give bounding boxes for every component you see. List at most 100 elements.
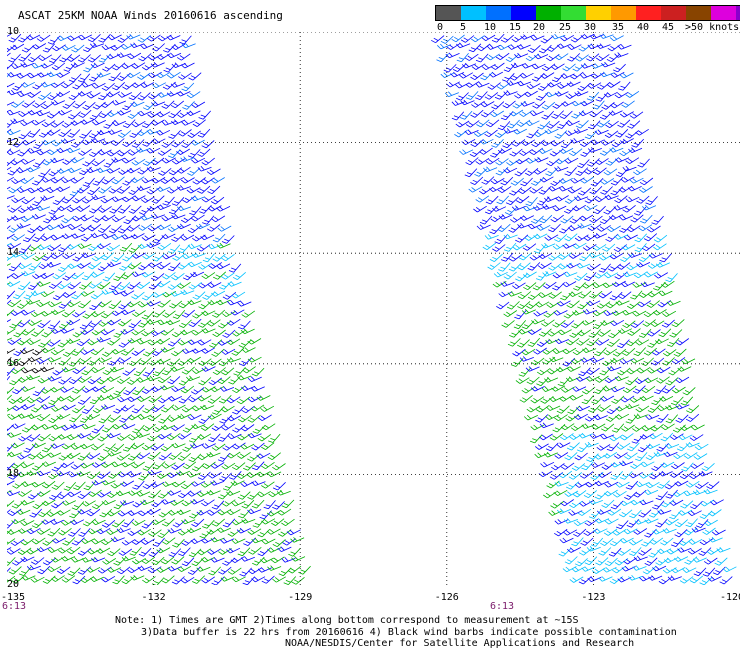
wind-barb xyxy=(87,471,101,480)
wind-barb xyxy=(567,405,580,415)
wind-barb xyxy=(177,565,192,572)
wind-barb xyxy=(130,176,145,184)
wind-barb xyxy=(27,72,42,79)
wind-barb xyxy=(212,233,226,243)
wind-barb xyxy=(660,461,675,468)
wind-barb xyxy=(89,395,103,405)
wind-barb xyxy=(662,385,676,394)
wind-barb xyxy=(147,111,162,118)
wind-barb xyxy=(603,528,618,536)
wind-barb xyxy=(102,349,116,357)
wind-barb xyxy=(572,63,586,72)
wind-barb xyxy=(167,509,182,516)
wind-barb xyxy=(117,396,132,403)
wind-barb xyxy=(131,214,146,222)
wind-barb xyxy=(88,281,102,289)
wind-barb xyxy=(566,366,581,372)
wind-barb xyxy=(136,491,151,497)
wind-barb xyxy=(11,177,26,184)
wind-barb xyxy=(100,196,115,204)
wind-barb xyxy=(191,328,206,336)
wind-barb xyxy=(30,311,45,318)
wind-barb xyxy=(63,63,76,72)
wind-barb xyxy=(151,82,166,89)
wind-barb xyxy=(550,178,564,186)
wind-barb xyxy=(72,366,86,374)
wind-barb xyxy=(515,195,530,204)
wind-barb xyxy=(640,214,653,224)
wind-barb xyxy=(665,377,679,386)
legend-swatch xyxy=(536,6,561,20)
wind-barb xyxy=(100,329,115,336)
wind-barb xyxy=(578,187,592,196)
wind-barb xyxy=(526,405,541,413)
wind-barb xyxy=(231,576,246,583)
wind-barb xyxy=(210,385,225,393)
wind-barb xyxy=(611,139,626,148)
wind-barb xyxy=(21,44,35,53)
wind-barb xyxy=(177,339,192,346)
wind-barb xyxy=(101,538,115,546)
wind-barb xyxy=(21,253,36,260)
wind-barb xyxy=(92,214,106,223)
wind-barb xyxy=(465,91,479,100)
wind-barb xyxy=(678,538,693,546)
wind-barb xyxy=(546,158,560,167)
wind-barb xyxy=(600,395,615,402)
wind-barb xyxy=(230,480,245,486)
wind-barb xyxy=(202,253,215,263)
wind-barb xyxy=(665,489,678,499)
wind-barb xyxy=(266,510,281,517)
wind-barb xyxy=(58,357,72,366)
wind-barb xyxy=(596,444,611,451)
wind-barb xyxy=(226,318,241,326)
wind-barb xyxy=(201,272,216,280)
wind-barb xyxy=(632,385,646,394)
wind-barb xyxy=(547,329,562,337)
wind-barb xyxy=(509,109,524,117)
longitude-label: -135 xyxy=(0,592,26,603)
wind-barb xyxy=(27,109,42,116)
wind-barb xyxy=(237,374,252,381)
wind-barb xyxy=(517,301,531,310)
wind-barb xyxy=(591,395,604,405)
wind-barb xyxy=(533,347,547,355)
wind-barb xyxy=(160,328,175,336)
wind-barb xyxy=(222,310,236,318)
wind-barb xyxy=(142,423,156,432)
legend-label: 40 xyxy=(636,22,650,33)
wind-barb xyxy=(538,44,552,54)
wind-barb xyxy=(665,518,679,526)
wind-barb xyxy=(582,309,597,315)
wind-barb xyxy=(487,262,501,270)
wind-barb xyxy=(500,111,514,121)
wind-barb xyxy=(21,158,36,165)
wind-barb xyxy=(219,472,232,482)
wind-barb xyxy=(242,576,255,585)
wind-barb xyxy=(61,519,75,526)
wind-barb xyxy=(575,405,590,412)
wind-barb xyxy=(490,214,505,223)
wind-barb xyxy=(192,177,206,185)
wind-barb xyxy=(227,281,242,287)
wind-barb xyxy=(589,215,603,224)
wind-barb xyxy=(147,413,162,422)
wind-barb xyxy=(500,281,515,287)
wind-barb xyxy=(643,233,658,242)
wind-barb xyxy=(237,433,252,441)
wind-barb xyxy=(594,491,608,500)
wind-barb xyxy=(106,509,121,517)
wind-barb xyxy=(126,71,141,79)
wind-barb xyxy=(11,196,26,204)
wind-barb xyxy=(112,423,126,430)
wind-barb xyxy=(503,233,518,240)
swath-time-label: 6:13 xyxy=(490,601,515,612)
wind-barb xyxy=(212,367,226,375)
wind-barb xyxy=(662,357,675,366)
wind-barb xyxy=(574,558,588,567)
wind-barb xyxy=(230,556,245,564)
wind-barb xyxy=(7,89,22,96)
wind-barb xyxy=(187,566,201,575)
wind-barb xyxy=(106,394,121,400)
wind-barb xyxy=(152,309,166,318)
